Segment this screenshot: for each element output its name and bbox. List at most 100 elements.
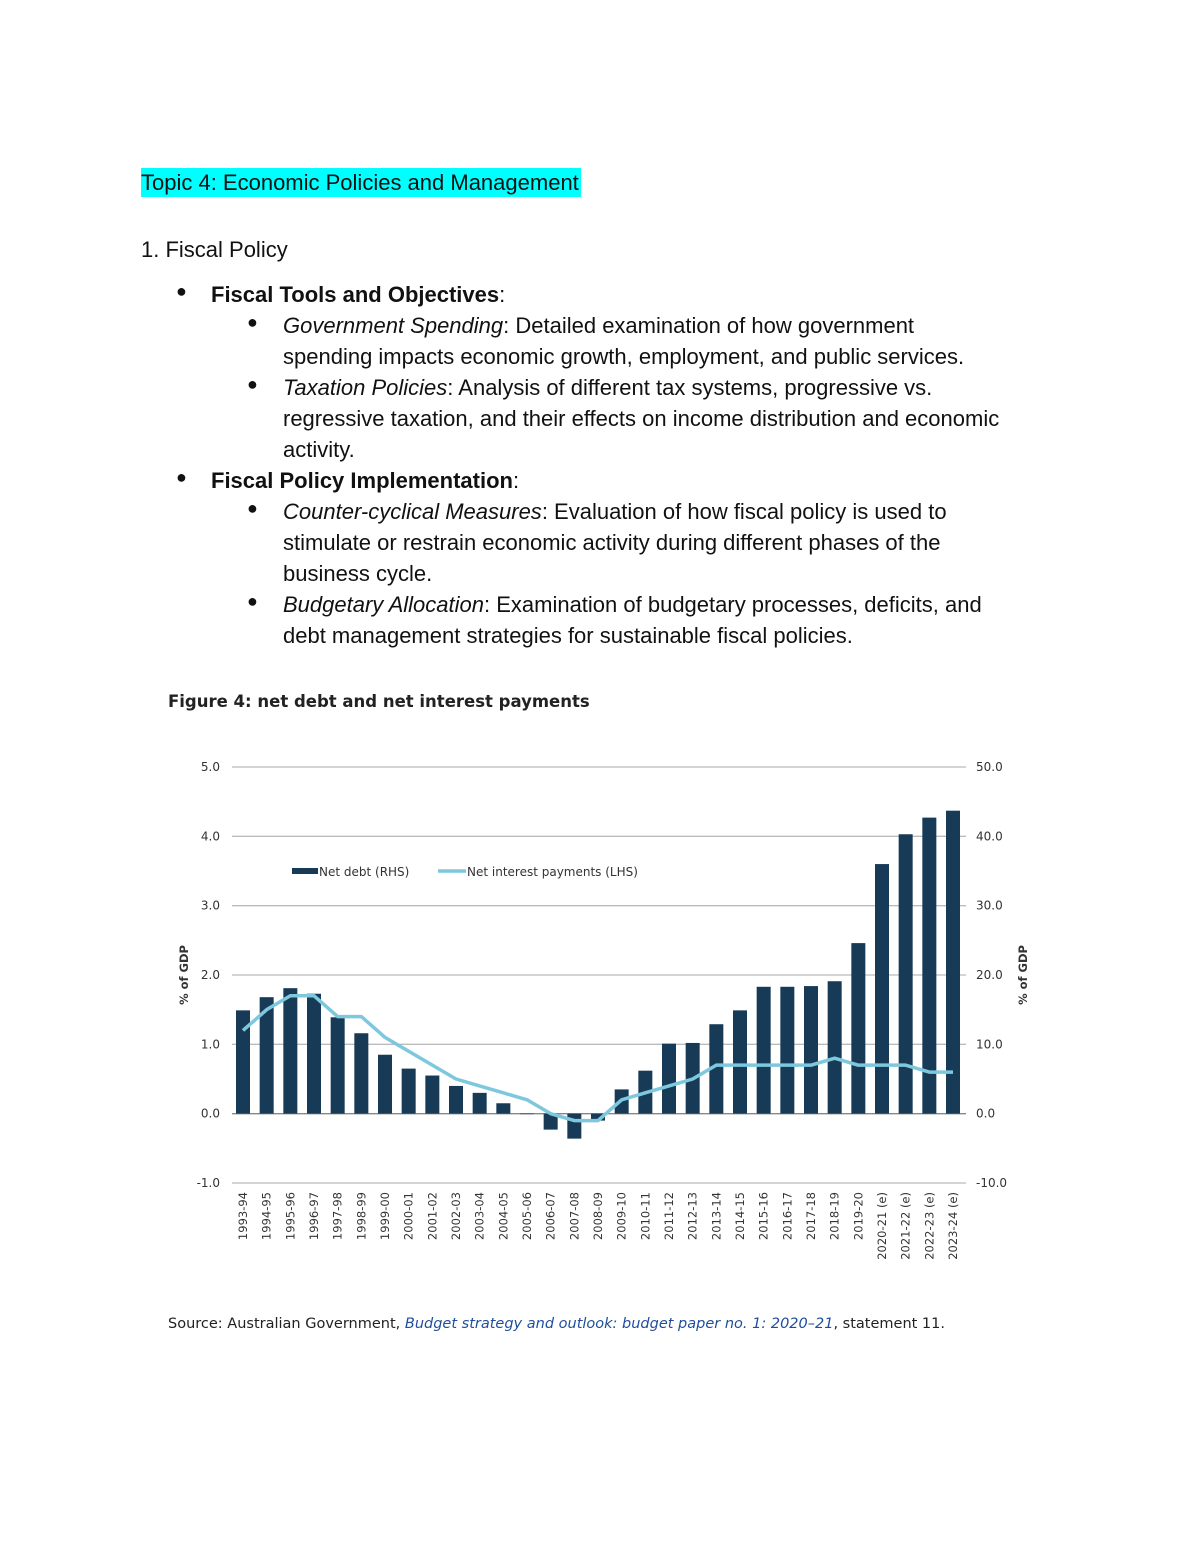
x-tick-label: 2019-20	[851, 1192, 865, 1240]
x-tick-label: 2022-23 (e)	[922, 1192, 936, 1260]
list-item-line: activity.	[283, 434, 355, 465]
x-tick-label: 2023-24 (e)	[946, 1192, 960, 1260]
item-text: regressive taxation, and their effects o…	[283, 406, 1000, 431]
bullet-icon: ●	[247, 591, 258, 611]
y-axis-label-right: % of GDP	[1016, 945, 1030, 1005]
y-tick-right: 30.0	[976, 899, 1003, 913]
x-tick-label: 2012-13	[686, 1192, 700, 1240]
net-debt-bar	[662, 1043, 676, 1114]
net-debt-bar	[875, 864, 889, 1114]
list-item-line: Budgetary Allocation: Examination of bud…	[283, 589, 982, 620]
x-tick-label: 1993-94	[236, 1192, 250, 1240]
list-item-line: stimulate or restrain economic activity …	[283, 527, 940, 558]
net-debt-bar	[307, 993, 321, 1114]
item-text: activity.	[283, 437, 355, 462]
x-tick-label: 2016-17	[780, 1192, 794, 1240]
y-tick-left: 4.0	[201, 829, 220, 843]
x-tick-label: 2017-18	[804, 1192, 818, 1240]
legend-label-net-interest: Net interest payments (LHS)	[467, 865, 638, 879]
y-tick-left: 3.0	[201, 899, 220, 913]
list-item-line: debt management strategies for sustainab…	[283, 620, 853, 651]
x-tick-label: 2021-22 (e)	[899, 1192, 913, 1260]
y-tick-right: 10.0	[976, 1037, 1003, 1051]
y-tick-right: 0.0	[976, 1107, 995, 1121]
list-item-line: business cycle.	[283, 558, 432, 589]
item-term: Budgetary Allocation	[283, 592, 484, 617]
net-debt-bar	[472, 1092, 487, 1114]
y-tick-right: -10.0	[976, 1176, 1007, 1190]
source-suffix: , statement 11.	[833, 1316, 945, 1332]
item-text: debt management strategies for sustainab…	[283, 623, 853, 648]
section-title-text: Fiscal Tools and Objectives	[211, 282, 500, 307]
item-text: stimulate or restrain economic activity …	[283, 530, 941, 555]
item-term: Taxation Policies	[283, 375, 448, 400]
y-tick-left: 2.0	[201, 968, 220, 982]
x-tick-label: 1995-96	[283, 1192, 297, 1240]
bullet-icon: ●	[176, 467, 187, 487]
x-tick-label: 2010-11	[638, 1192, 652, 1240]
net-debt-bar	[591, 1113, 605, 1121]
source-prefix: Source: Australian Government,	[168, 1316, 405, 1332]
x-tick-label: 2000-01	[402, 1192, 416, 1240]
y-tick-left: 0.0	[201, 1107, 220, 1121]
item-text: business cycle.	[283, 561, 433, 586]
net-debt-bar	[922, 817, 937, 1114]
x-tick-label: 2003-04	[473, 1192, 487, 1240]
item-text: spending impacts economic growth, employ…	[283, 344, 965, 369]
net-debt-bar	[449, 1085, 463, 1114]
net-debt-bar	[543, 1113, 558, 1130]
y-tick-right: 40.0	[976, 829, 1003, 843]
legend-swatch-net-debt	[292, 868, 318, 874]
item-text: : Analysis of different tax systems, pro…	[447, 375, 933, 400]
x-tick-label: 2007-08	[567, 1192, 581, 1240]
net-debt-bar	[330, 1017, 345, 1114]
y-axis-label-left: % of GDP	[177, 945, 191, 1005]
x-tick-label: 2009-10	[615, 1192, 629, 1240]
figure-source: Source: Australian Government, Budget st…	[168, 1316, 945, 1332]
net-debt-bar	[804, 986, 818, 1114]
y-tick-left: 5.0	[201, 760, 220, 774]
x-tick-label: 2008-09	[591, 1192, 605, 1240]
net-debt-bar	[425, 1075, 440, 1114]
x-tick-label: 2004-05	[496, 1192, 510, 1240]
x-tick-label: 2001-02	[425, 1192, 439, 1240]
x-tick-label: 1998-99	[354, 1192, 368, 1240]
item-text: : Detailed examination of how government	[503, 313, 915, 338]
topic-heading: Topic 4: Economic Policies and Managemen…	[141, 168, 581, 197]
net-debt-bar	[733, 1010, 747, 1114]
section-title: Fiscal Tools and Objectives:	[211, 282, 506, 307]
bullet-icon: ●	[247, 498, 258, 518]
section-title-text: Fiscal Policy Implementation	[211, 468, 513, 493]
x-tick-label: 2002-03	[449, 1192, 463, 1240]
net-debt-bar	[354, 1033, 369, 1114]
item-term: Government Spending	[283, 313, 504, 338]
net-debt-bar	[378, 1054, 392, 1114]
x-tick-label: 2006-07	[544, 1192, 558, 1240]
item-text: : Examination of budgetary processes, de…	[483, 592, 982, 617]
source-link[interactable]: Budget strategy and outlook: budget pape…	[404, 1316, 834, 1332]
x-tick-label: 2011-12	[662, 1192, 676, 1240]
net-debt-bar	[780, 986, 795, 1114]
figure-title: Figure 4: net debt and net interest paym…	[168, 692, 590, 711]
net-debt-bar	[520, 1113, 534, 1115]
y-tick-right: 20.0	[976, 968, 1003, 982]
net-debt-bar	[827, 981, 842, 1114]
item-term: Counter-cyclical Measures	[283, 499, 542, 524]
list-item-line: regressive taxation, and their effects o…	[283, 403, 999, 434]
net-debt-bar	[236, 1010, 250, 1114]
net-debt-bar	[756, 986, 771, 1114]
bullet-icon: ●	[176, 281, 187, 301]
net-debt-bar	[898, 834, 913, 1114]
x-tick-label: 1997-98	[331, 1192, 345, 1240]
x-tick-label: 1994-95	[260, 1192, 274, 1240]
x-tick-label: 2018-19	[828, 1192, 842, 1240]
list-item-line: spending impacts economic growth, employ…	[283, 341, 964, 372]
list-item-line: Taxation Policies: Analysis of different…	[283, 372, 932, 403]
bullet-icon: ●	[247, 374, 258, 394]
list-item-line: Government Spending: Detailed examinatio…	[283, 310, 914, 341]
section-title: Fiscal Policy Implementation:	[211, 468, 520, 493]
net-debt-interest-chart: 5.0 50.0 4.0 40.0 3.0 30.0 2.0 20.0 1.0 10.0 0.0 0.…	[177, 760, 1030, 1260]
net-debt-bar	[496, 1103, 511, 1114]
net-debt-bar	[283, 988, 298, 1114]
y-tick-left: -1.0	[197, 1176, 220, 1190]
